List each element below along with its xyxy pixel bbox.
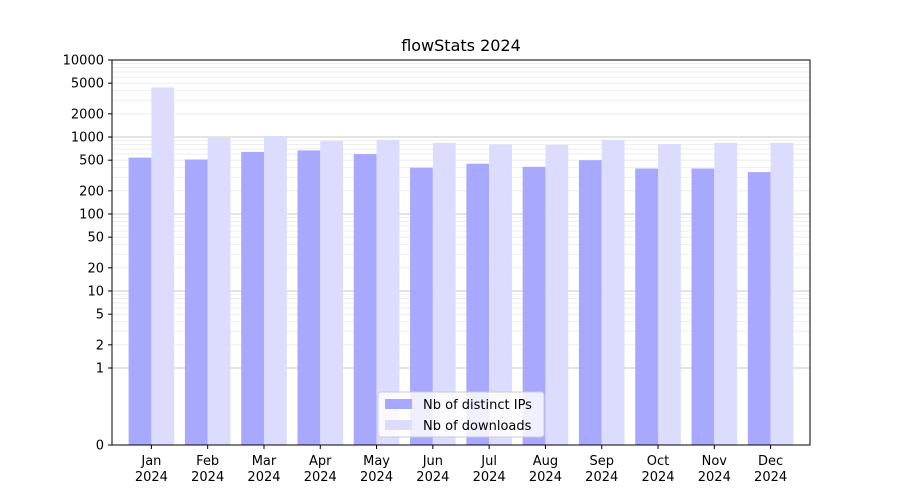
bar-distinct-ips (410, 167, 433, 445)
y-tick-label: 1 (96, 362, 104, 377)
x-tick-label-line: Dec (758, 454, 783, 469)
y-tick-label: 0 (96, 439, 104, 454)
bar-downloads (263, 136, 287, 445)
x-tick-label: Dec 2024 (754, 454, 787, 485)
plot-frame (111, 59, 811, 446)
x-tick-label-line: 2024 (304, 470, 337, 485)
x-tick-label-line: Sep (589, 454, 614, 469)
bar-downloads (658, 144, 681, 446)
bar-distinct-ips (691, 168, 715, 445)
bar-distinct-ips (241, 151, 264, 446)
x-tick-label-line: 2024 (641, 470, 674, 485)
bar-distinct-ips (184, 159, 208, 445)
x-tick-label: Sep 2024 (585, 454, 618, 485)
y-tick-label: 10 (87, 285, 104, 300)
legend-swatch-downloads (385, 420, 412, 430)
bar-distinct-ips (297, 150, 321, 445)
bar-distinct-ips (578, 160, 602, 445)
y-tick-label: 100 (79, 208, 104, 223)
x-tick-label: Oct 2024 (641, 454, 674, 485)
x-tick-label-line: 2024 (360, 470, 393, 485)
x-tick-label: Nov 2024 (698, 454, 731, 485)
bar-distinct-ips (522, 166, 546, 445)
bar-distinct-ips (635, 168, 659, 445)
x-tick-label-line: 2024 (247, 470, 280, 485)
bar-distinct-ips (353, 154, 377, 446)
x-tick-label-line: Jul (480, 454, 497, 469)
bar-downloads (601, 139, 625, 445)
legend-label-downloads: Nb of downloads (423, 419, 532, 434)
bar-downloads (714, 142, 738, 445)
bar-downloads (489, 144, 512, 445)
x-tick-label-line: Nov (702, 454, 728, 469)
x-tick-label-line: Apr (309, 454, 332, 469)
y-tick-label: 20 (87, 261, 104, 276)
x-tick-label-line: 2024 (585, 470, 618, 485)
x-tick-label-line: 2024 (529, 470, 562, 485)
y-tick-label: 500 (79, 154, 104, 169)
x-tick-label-line: Aug (533, 454, 558, 469)
x-tick-label: Apr 2024 (304, 454, 337, 485)
y-tick-label: 200 (79, 184, 104, 199)
bars-layer (128, 87, 794, 446)
legend-box (377, 391, 545, 438)
x-tick-label-line: 2024 (135, 470, 168, 485)
x-tick-label: Jan 2024 (135, 454, 168, 485)
x-tick-label-line: 2024 (191, 470, 224, 485)
x-tick-label-line: May (363, 454, 390, 469)
y-tick-label: 5000 (71, 77, 104, 92)
x-tick-label-line: 2024 (473, 470, 506, 485)
x-tick-label-line: Jan (140, 454, 161, 469)
legend-swatch-distinct-ips (385, 399, 412, 409)
y-tick-label: 5 (96, 308, 104, 323)
x-tick-label: Mar 2024 (247, 454, 280, 485)
legend-label-distinct-ips: Nb of distinct IPs (423, 398, 532, 413)
bar-distinct-ips (128, 157, 152, 445)
bar-downloads (320, 140, 344, 445)
x-tick-label-line: 2024 (416, 470, 449, 485)
y-tick-label: 2000 (71, 107, 104, 122)
x-tick-label: Jun 2024 (416, 454, 449, 485)
x-tick-label-line: 2024 (698, 470, 731, 485)
x-tick-label: Jul 2024 (473, 454, 506, 485)
x-tick-label-line: 2024 (754, 470, 787, 485)
x-tick-label-line: Feb (196, 454, 219, 469)
bar-downloads (207, 137, 231, 445)
y-axis: 0 1 2 5 10 20 50 100 200 500 1000 2000 5000 10000 (63, 54, 112, 454)
x-tick-label-line: Jun (422, 454, 443, 469)
y-tick-label: 10000 (63, 54, 104, 69)
bar-downloads (545, 144, 569, 445)
bar-downloads (376, 139, 400, 445)
x-tick-label-line: Mar (252, 454, 277, 469)
bar-downloads (432, 142, 456, 445)
x-tick-label-line: Oct (647, 454, 669, 469)
y-tick-label: 50 (87, 231, 104, 246)
bar-distinct-ips (466, 163, 490, 445)
y-tick-label: 1000 (71, 131, 104, 146)
x-tick-label: Feb 2024 (191, 454, 224, 485)
x-tick-label: Aug 2024 (529, 454, 562, 485)
legend: Nb of distinct IPs Nb of downloads (377, 391, 545, 438)
y-tick-label: 2 (96, 338, 104, 353)
bar-downloads (151, 87, 175, 445)
bar-distinct-ips (747, 172, 771, 446)
chart-title: flowStats 2024 (401, 36, 521, 55)
bar-downloads (770, 142, 794, 445)
x-tick-label: May 2024 (360, 454, 393, 485)
